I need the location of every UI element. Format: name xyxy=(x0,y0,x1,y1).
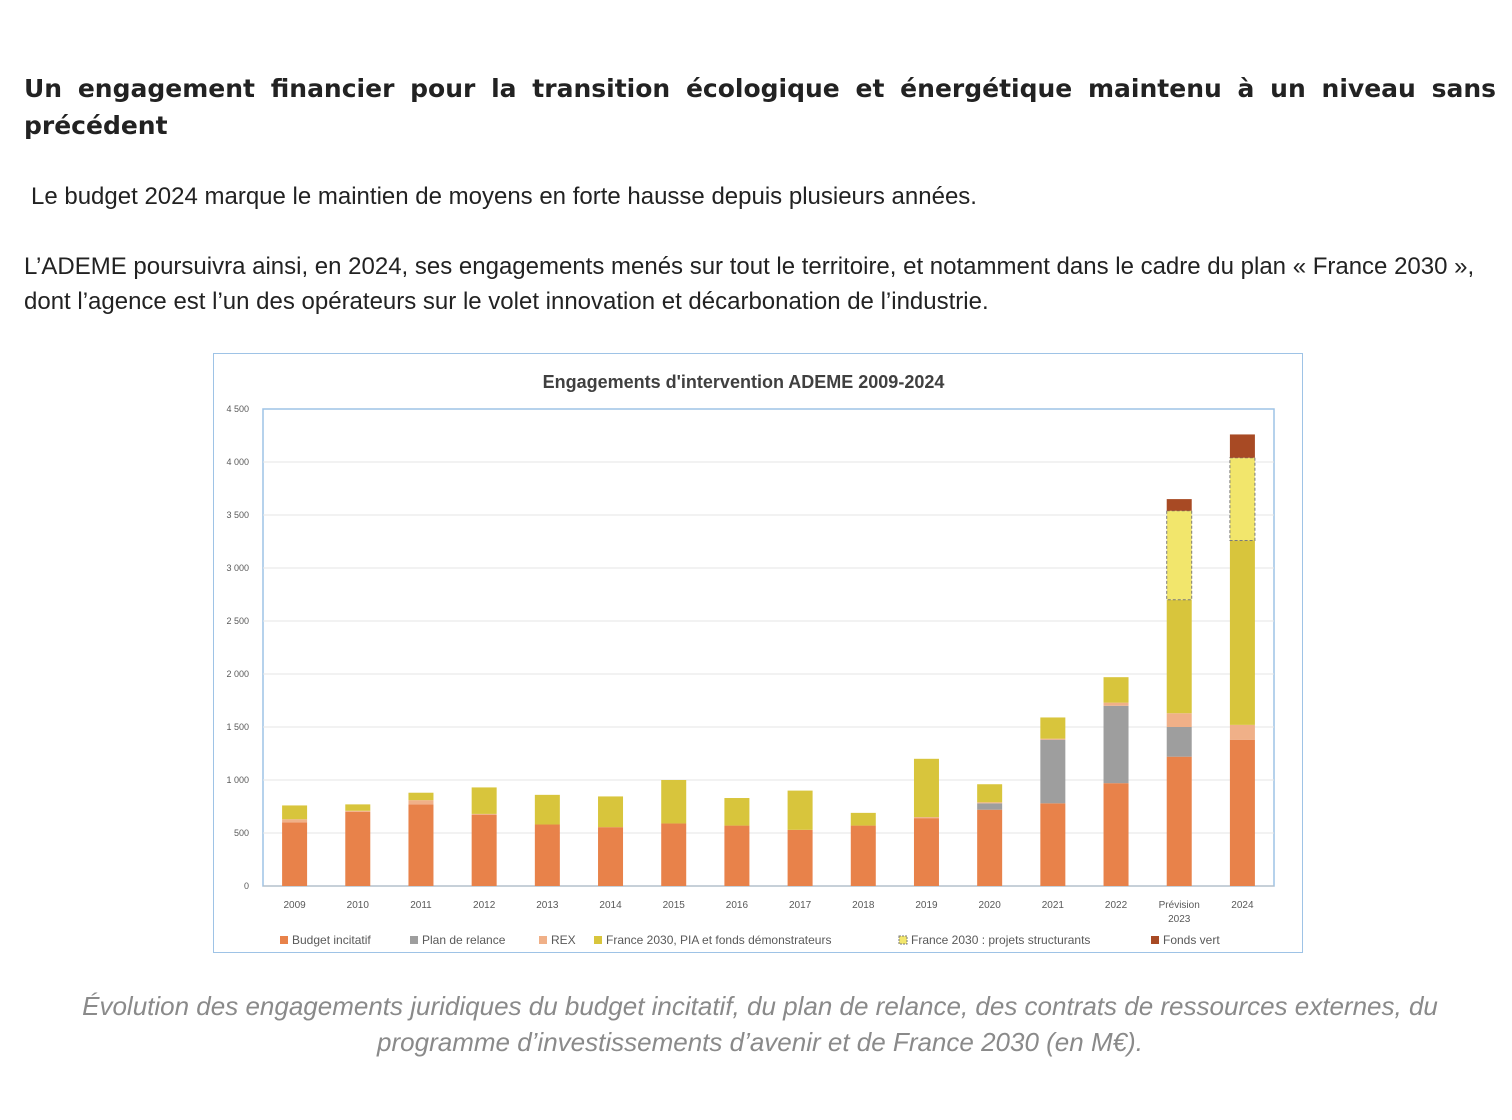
bar-segment xyxy=(471,814,497,886)
bar-segment xyxy=(977,809,1003,886)
x-tick-label: 2023 xyxy=(1168,914,1191,925)
x-tick-label: 2021 xyxy=(1042,900,1065,911)
x-tick-label: 2013 xyxy=(536,900,559,911)
bar-segment xyxy=(408,792,434,801)
bar-segment xyxy=(1103,702,1129,706)
bar-segment xyxy=(1166,499,1192,511)
bar-segment xyxy=(1040,739,1066,804)
legend-label: REX xyxy=(551,933,576,947)
legend-label: Budget incitatif xyxy=(292,933,371,947)
y-tick-label: 2 500 xyxy=(226,616,249,626)
y-tick-label: 500 xyxy=(234,828,249,838)
x-tick-label: 2017 xyxy=(789,900,812,911)
article-heading: Un engagement financier pour la transiti… xyxy=(24,74,1496,140)
x-tick-label: 2011 xyxy=(410,900,432,911)
bar-segment xyxy=(1229,540,1255,725)
bar-segment xyxy=(1040,803,1066,886)
bar-segment xyxy=(661,780,687,824)
x-tick-label: 2022 xyxy=(1105,900,1128,911)
bar-segment xyxy=(345,810,371,812)
bar-segment xyxy=(598,796,624,828)
ademe-paragraph: L’ADEME poursuivra ainsi, en 2024, ses e… xyxy=(24,253,1475,315)
legend-swatch xyxy=(1151,936,1159,944)
bar-segment xyxy=(345,811,371,886)
bar-segment xyxy=(977,803,1003,810)
bar-segment xyxy=(471,787,497,814)
chart-title: Engagements d'intervention ADEME 2009-20… xyxy=(543,372,945,392)
y-tick-label: 0 xyxy=(244,881,249,891)
bar-segment xyxy=(1103,677,1129,703)
legend-swatch xyxy=(410,936,418,944)
bar-segment xyxy=(1166,727,1192,757)
bar-segment xyxy=(1103,705,1129,784)
bar-segment xyxy=(408,800,434,805)
legend-label: France 2030 : projets structurants xyxy=(911,933,1090,947)
y-tick-label: 2 000 xyxy=(226,669,249,679)
x-tick-label: 2015 xyxy=(663,900,686,911)
bar-segment xyxy=(534,824,560,886)
y-tick-label: 3 000 xyxy=(226,563,249,573)
bar-segment xyxy=(913,818,939,886)
legend-label: Fonds vert xyxy=(1163,933,1220,947)
bar-segment xyxy=(534,794,560,825)
bar-segment xyxy=(977,802,1003,804)
bar-segment xyxy=(1103,783,1129,886)
y-tick-label: 4 500 xyxy=(226,404,249,414)
bar-segment xyxy=(787,790,813,830)
x-tick-label: 2020 xyxy=(979,900,1002,911)
x-tick-label: 2014 xyxy=(599,900,622,911)
bar-segment xyxy=(1040,717,1066,739)
chart-frame: Engagements d'intervention ADEME 2009-20… xyxy=(213,353,1303,953)
legend-label: France 2030, PIA et fonds démonstrateurs xyxy=(606,933,831,947)
chart-svg: Engagements d'intervention ADEME 2009-20… xyxy=(226,372,1275,947)
bar-segment xyxy=(1229,457,1256,541)
bar-segment xyxy=(471,813,497,815)
y-tick-label: 3 500 xyxy=(226,510,249,520)
figure-caption: Évolution des engagements juridiques du … xyxy=(82,991,1438,1057)
x-tick-label: 2012 xyxy=(473,900,496,911)
legend-swatch xyxy=(539,936,547,944)
y-tick-label: 1 000 xyxy=(226,775,249,785)
y-tick-label: 4 000 xyxy=(226,457,249,467)
bar-segment xyxy=(598,827,624,886)
legend-swatch xyxy=(898,935,908,945)
y-tick-label: 1 500 xyxy=(226,722,249,732)
bar-segment xyxy=(977,784,1003,803)
x-tick-label: 2010 xyxy=(347,900,370,911)
x-tick-label: 2016 xyxy=(726,900,749,911)
bar-segment xyxy=(1166,756,1192,886)
bar-segment xyxy=(724,798,750,826)
bar-segment xyxy=(1166,713,1192,727)
x-tick-label: 2019 xyxy=(915,900,938,911)
bar-segment xyxy=(1166,510,1193,601)
bar-segment xyxy=(1040,738,1066,740)
legend-label: Plan de relance xyxy=(422,933,506,947)
bar-segment xyxy=(1229,739,1255,886)
x-tick-label: Prévision xyxy=(1159,900,1200,911)
bar-segment xyxy=(787,829,813,886)
x-tick-label: 2009 xyxy=(283,900,306,911)
bar-segment xyxy=(724,825,750,886)
intro-paragraph: Le budget 2024 marque le maintien de moy… xyxy=(31,183,977,210)
x-tick-label: 2024 xyxy=(1231,900,1254,911)
bar-segment xyxy=(1229,434,1255,458)
legend-swatch xyxy=(280,936,288,944)
bar-segment xyxy=(282,822,308,886)
bar-segment xyxy=(345,804,371,811)
bar-segment xyxy=(282,805,308,820)
bar-segment xyxy=(913,817,939,819)
bar-segment xyxy=(408,804,434,886)
bar-segment xyxy=(850,812,876,826)
bar-segment xyxy=(661,823,687,886)
bar-segment xyxy=(282,819,308,823)
bar-segment xyxy=(850,825,876,886)
legend-swatch xyxy=(594,936,602,944)
x-tick-label: 2018 xyxy=(852,900,875,911)
bar-segment xyxy=(1166,599,1192,714)
bar-segment xyxy=(913,758,939,818)
bar-segment xyxy=(1229,724,1255,740)
